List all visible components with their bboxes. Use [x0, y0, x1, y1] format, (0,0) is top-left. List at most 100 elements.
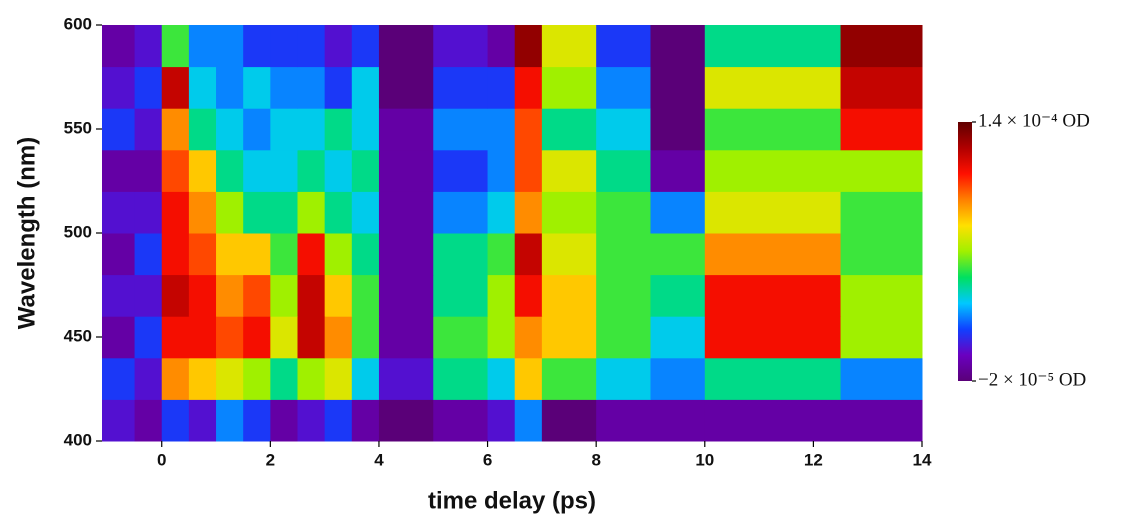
heatmap-cell	[134, 66, 163, 109]
heatmap-cell	[433, 274, 489, 317]
heatmap-cell	[297, 274, 326, 317]
heatmap-cell	[297, 191, 326, 234]
heatmap-cell	[324, 399, 353, 442]
heatmap-cell	[188, 233, 217, 276]
heatmap-cell	[270, 233, 298, 276]
heatmap-cell	[650, 191, 706, 234]
heatmap-cell	[216, 274, 244, 317]
heatmap-cell	[188, 316, 217, 359]
heatmap-cell	[840, 233, 923, 276]
heatmap-cell	[650, 274, 706, 317]
heatmap-cell	[487, 274, 516, 317]
heatmap-cell	[487, 191, 516, 234]
heatmap-cell	[840, 149, 923, 192]
heatmap-cell	[704, 274, 842, 317]
heatmap-cell	[216, 191, 244, 234]
heatmap-cell	[541, 66, 597, 109]
heatmap-cell	[161, 149, 190, 192]
heatmap-cell	[216, 399, 244, 442]
heatmap-cell	[297, 149, 326, 192]
heatmap-cell	[433, 233, 489, 276]
heatmap-cell	[650, 108, 706, 151]
heatmap-cell	[102, 191, 136, 234]
heatmap-cell	[433, 66, 489, 109]
heatmap-cell	[324, 191, 353, 234]
heatmap-cell	[270, 25, 298, 68]
heatmap-cell	[243, 233, 271, 276]
heatmap-cell	[704, 108, 842, 151]
heatmap-cell	[188, 357, 217, 400]
heatmap-cell	[840, 25, 923, 68]
heatmap-cell	[102, 25, 136, 68]
heatmap-cell	[378, 357, 434, 400]
heatmap-cell	[351, 66, 380, 109]
heatmap-cell	[270, 274, 298, 317]
heatmap-cell	[297, 25, 326, 68]
heatmap-cell	[270, 191, 298, 234]
heatmap-cell	[216, 108, 244, 151]
heatmap-cell	[514, 357, 543, 400]
heatmap-cell	[161, 191, 190, 234]
heatmap-cell	[324, 149, 353, 192]
heatmap-cell	[102, 108, 136, 151]
heatmap-cell	[704, 66, 842, 109]
heatmap-cell	[270, 149, 298, 192]
heatmap-cell	[297, 316, 326, 359]
heatmap-cell	[541, 316, 597, 359]
y-tick-label: 400	[64, 430, 92, 449]
heatmap-cell	[270, 66, 298, 109]
y-tick-label: 550	[64, 118, 92, 137]
heatmap-cell	[596, 108, 651, 151]
heatmap-cell	[596, 233, 651, 276]
heatmap	[102, 25, 923, 442]
heatmap-cell	[216, 66, 244, 109]
heatmap-cell	[243, 191, 271, 234]
heatmap-cell	[378, 399, 434, 442]
heatmap-cell	[378, 108, 434, 151]
heatmap-cell	[487, 25, 516, 68]
heatmap-cell	[216, 25, 244, 68]
y-tick-label: 600	[64, 14, 92, 33]
heatmap-cell	[297, 357, 326, 400]
heatmap-cell	[487, 357, 516, 400]
heatmap-cell	[351, 108, 380, 151]
x-tick-label: 4	[374, 450, 384, 469]
heatmap-cell	[243, 274, 271, 317]
heatmap-cell	[297, 233, 326, 276]
heatmap-cell	[243, 357, 271, 400]
heatmap-cell	[102, 66, 136, 109]
heatmap-cell	[216, 233, 244, 276]
heatmap-cell	[351, 316, 380, 359]
heatmap-cell	[351, 149, 380, 192]
heatmap-cell	[324, 108, 353, 151]
heatmap-cell	[188, 149, 217, 192]
heatmap-cell	[324, 274, 353, 317]
heatmap-cell	[243, 149, 271, 192]
heatmap-cell	[514, 399, 543, 442]
x-axis-title: time delay (ps)	[428, 487, 596, 514]
heatmap-cell	[351, 357, 380, 400]
heatmap-cell	[297, 108, 326, 151]
heatmap-cell	[514, 274, 543, 317]
x-tick-label: 6	[483, 450, 492, 469]
heatmap-cell	[487, 316, 516, 359]
heatmap-cell	[596, 191, 651, 234]
heatmap-cell	[102, 399, 136, 442]
heatmap-cell	[324, 233, 353, 276]
heatmap-cell	[704, 149, 842, 192]
heatmap-cell	[840, 399, 923, 442]
heatmap-cell	[270, 357, 298, 400]
heatmap-cell	[270, 316, 298, 359]
heatmap-cell	[433, 316, 489, 359]
heatmap-cell	[840, 191, 923, 234]
heatmap-cell	[102, 357, 136, 400]
heatmap-cell	[596, 316, 651, 359]
heatmap-cell	[596, 25, 651, 68]
heatmap-cell	[188, 399, 217, 442]
heatmap-cell	[514, 316, 543, 359]
heatmap-cell	[378, 274, 434, 317]
heatmap-cell	[188, 274, 217, 317]
heatmap-cell	[704, 357, 842, 400]
heatmap-cell	[188, 25, 217, 68]
heatmap-cell	[216, 357, 244, 400]
